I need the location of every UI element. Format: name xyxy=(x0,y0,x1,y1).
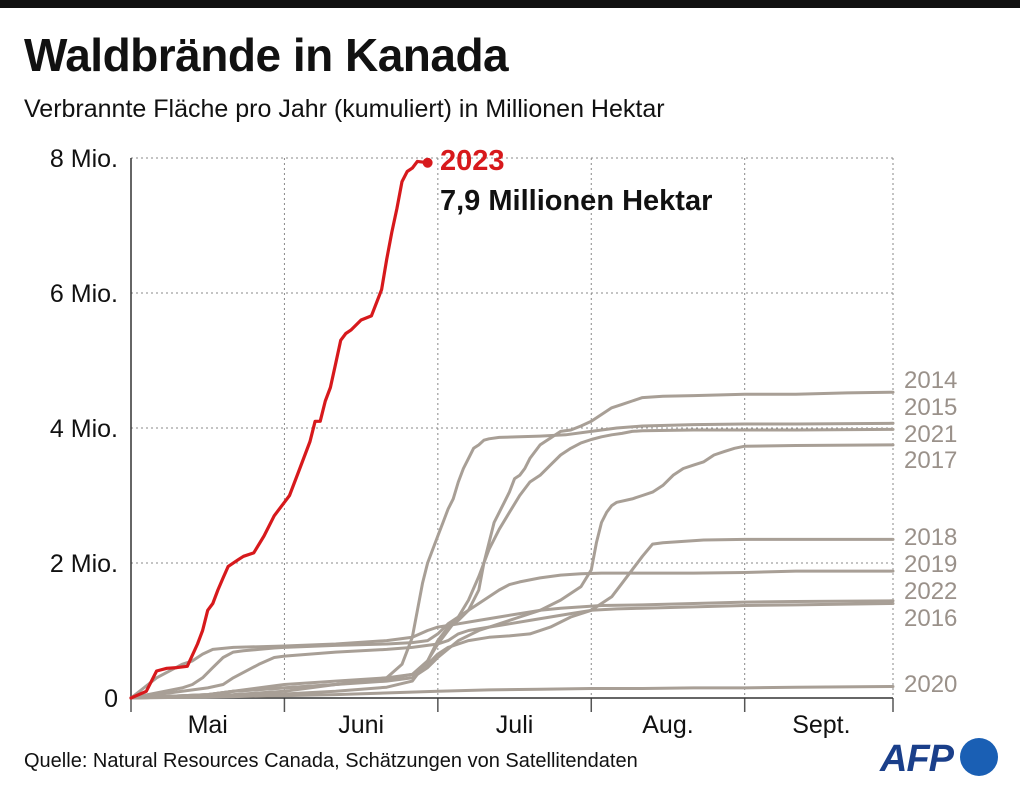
highlight-annotation: 7,9 Millionen Hektar xyxy=(440,185,712,217)
series-label-2015: 2015 xyxy=(904,394,957,421)
x-tick-label: Aug. xyxy=(642,711,693,739)
series-label-2018: 2018 xyxy=(904,524,957,551)
series-label-2017: 2017 xyxy=(904,447,957,474)
series-end-marker-2023 xyxy=(422,157,433,168)
afp-logo: AFP xyxy=(880,734,1000,780)
series-line-2019 xyxy=(129,569,895,700)
x-tick-label: Mai xyxy=(188,711,228,739)
series-label-2019: 2019 xyxy=(904,551,957,578)
series-layer xyxy=(129,157,895,700)
source-note: Quelle: Natural Resources Canada, Schätz… xyxy=(24,750,638,772)
series-line-2022 xyxy=(129,599,895,700)
page-title: Waldbrände in Kanada xyxy=(24,29,509,81)
highlight-year-label: 2023 xyxy=(440,145,505,177)
series-line-2017 xyxy=(129,443,895,700)
series-label-2016: 2016 xyxy=(904,605,957,632)
page-subtitle: Verbrannte Fläche pro Jahr (kumuliert) i… xyxy=(24,95,665,123)
series-label-2021: 2021 xyxy=(904,421,957,448)
grid-layer xyxy=(131,157,894,698)
series-label-2022: 2022 xyxy=(904,578,957,605)
x-tick-label: Juli xyxy=(496,711,534,739)
series-label-2014: 2014 xyxy=(904,367,957,394)
series-line-2015 xyxy=(129,421,895,700)
series-line-2016 xyxy=(129,602,895,700)
axis-layer: 0 2 Mio. 4 Mio. 6 Mio. 8 Mio. Mai Juni Juli Aug.… xyxy=(50,145,894,739)
x-tick-label: Juni xyxy=(338,711,384,739)
series-label-2020: 2020 xyxy=(904,671,957,698)
y-tick-label: 2 Mio. xyxy=(50,550,118,578)
series-line-2020 xyxy=(129,685,895,700)
logo-dot-icon xyxy=(960,738,998,776)
x-tick-label: Sept. xyxy=(792,711,850,739)
logo-text: AFP xyxy=(880,738,954,780)
top-rule xyxy=(0,0,1020,8)
y-tick-label: 4 Mio. xyxy=(50,415,118,443)
series-line-2021 xyxy=(129,427,895,700)
y-tick-label: 6 Mio. xyxy=(50,280,118,308)
series-line-2018 xyxy=(129,537,895,700)
y-tick-label: 0 xyxy=(104,685,118,713)
y-tick-label: 8 Mio. xyxy=(50,145,118,173)
series-line-2023 xyxy=(129,159,430,700)
